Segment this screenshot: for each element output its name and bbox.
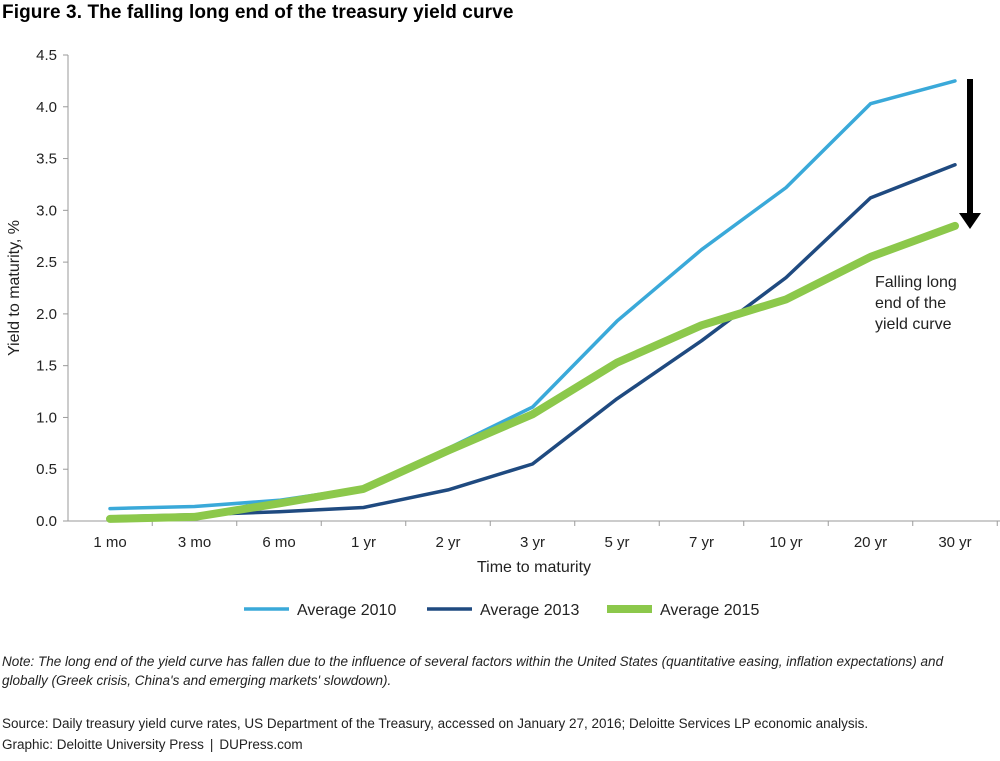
annotation-arrow-head — [959, 213, 981, 229]
series-line-average-2010 — [108, 79, 957, 511]
y-tick-label: 0.5 — [36, 461, 57, 478]
y-tick-label: 2.0 — [36, 306, 57, 323]
credit-separator: | — [209, 737, 214, 752]
credit-graphic: Graphic: Deloitte University Press — [2, 737, 204, 752]
y-axis-title: Yield to maturity, % — [6, 220, 23, 356]
y-tick-label: 1.5 — [36, 358, 57, 375]
legend-label: Average 2015 — [660, 602, 759, 619]
x-axis-title: Time to maturity — [477, 559, 591, 576]
x-tick-label: 5 yr — [604, 534, 629, 551]
series-line-average-2013 — [108, 163, 957, 519]
y-tick-label: 0.0 — [36, 513, 57, 530]
figure-note: Note: The long end of the yield curve ha… — [2, 654, 944, 688]
x-tick-label: 3 yr — [520, 534, 545, 551]
y-tick-label: 3.5 — [36, 151, 57, 168]
x-tick-label: 2 yr — [435, 534, 460, 551]
x-tick-label: 30 yr — [938, 534, 971, 551]
annotation-text-line: Falling long — [875, 274, 957, 291]
figure-source: Source: Daily treasury yield curve rates… — [2, 716, 869, 731]
legend-label: Average 2010 — [297, 602, 396, 619]
x-tick-label: 6 mo — [262, 534, 295, 551]
x-tick-label: 20 yr — [854, 534, 887, 551]
figure-title: Figure 3. The falling long end of the tr… — [2, 2, 514, 23]
y-tick-label: 2.5 — [36, 254, 57, 271]
y-tick-label: 3.0 — [36, 202, 57, 219]
x-tick-label: 10 yr — [769, 534, 802, 551]
annotation-text-line: end of the — [875, 295, 946, 312]
x-tick-label: 1 mo — [93, 534, 126, 551]
y-tick-label: 4.5 — [36, 47, 57, 64]
x-tick-label: 7 yr — [689, 534, 714, 551]
y-tick-label: 4.0 — [36, 99, 57, 116]
legend-label: Average 2013 — [480, 602, 579, 619]
y-tick-label: 1.0 — [36, 409, 57, 426]
annotation-text-line: yield curve — [875, 316, 952, 333]
x-tick-label: 1 yr — [351, 534, 376, 551]
yield-curve-chart: 0.0 0.5 1.0 1.5 2.0 2.5 3.0 3.5 4.0 4.5 1 mo 3 mo 6 … — [6, 47, 1000, 619]
x-tick-label: 3 mo — [178, 534, 211, 551]
figure-credit: Graphic: Deloitte University Press | DUPre… — [2, 737, 303, 752]
credit-site: DUPress.com — [219, 737, 303, 752]
series-line-average-2015 — [106, 221, 959, 523]
